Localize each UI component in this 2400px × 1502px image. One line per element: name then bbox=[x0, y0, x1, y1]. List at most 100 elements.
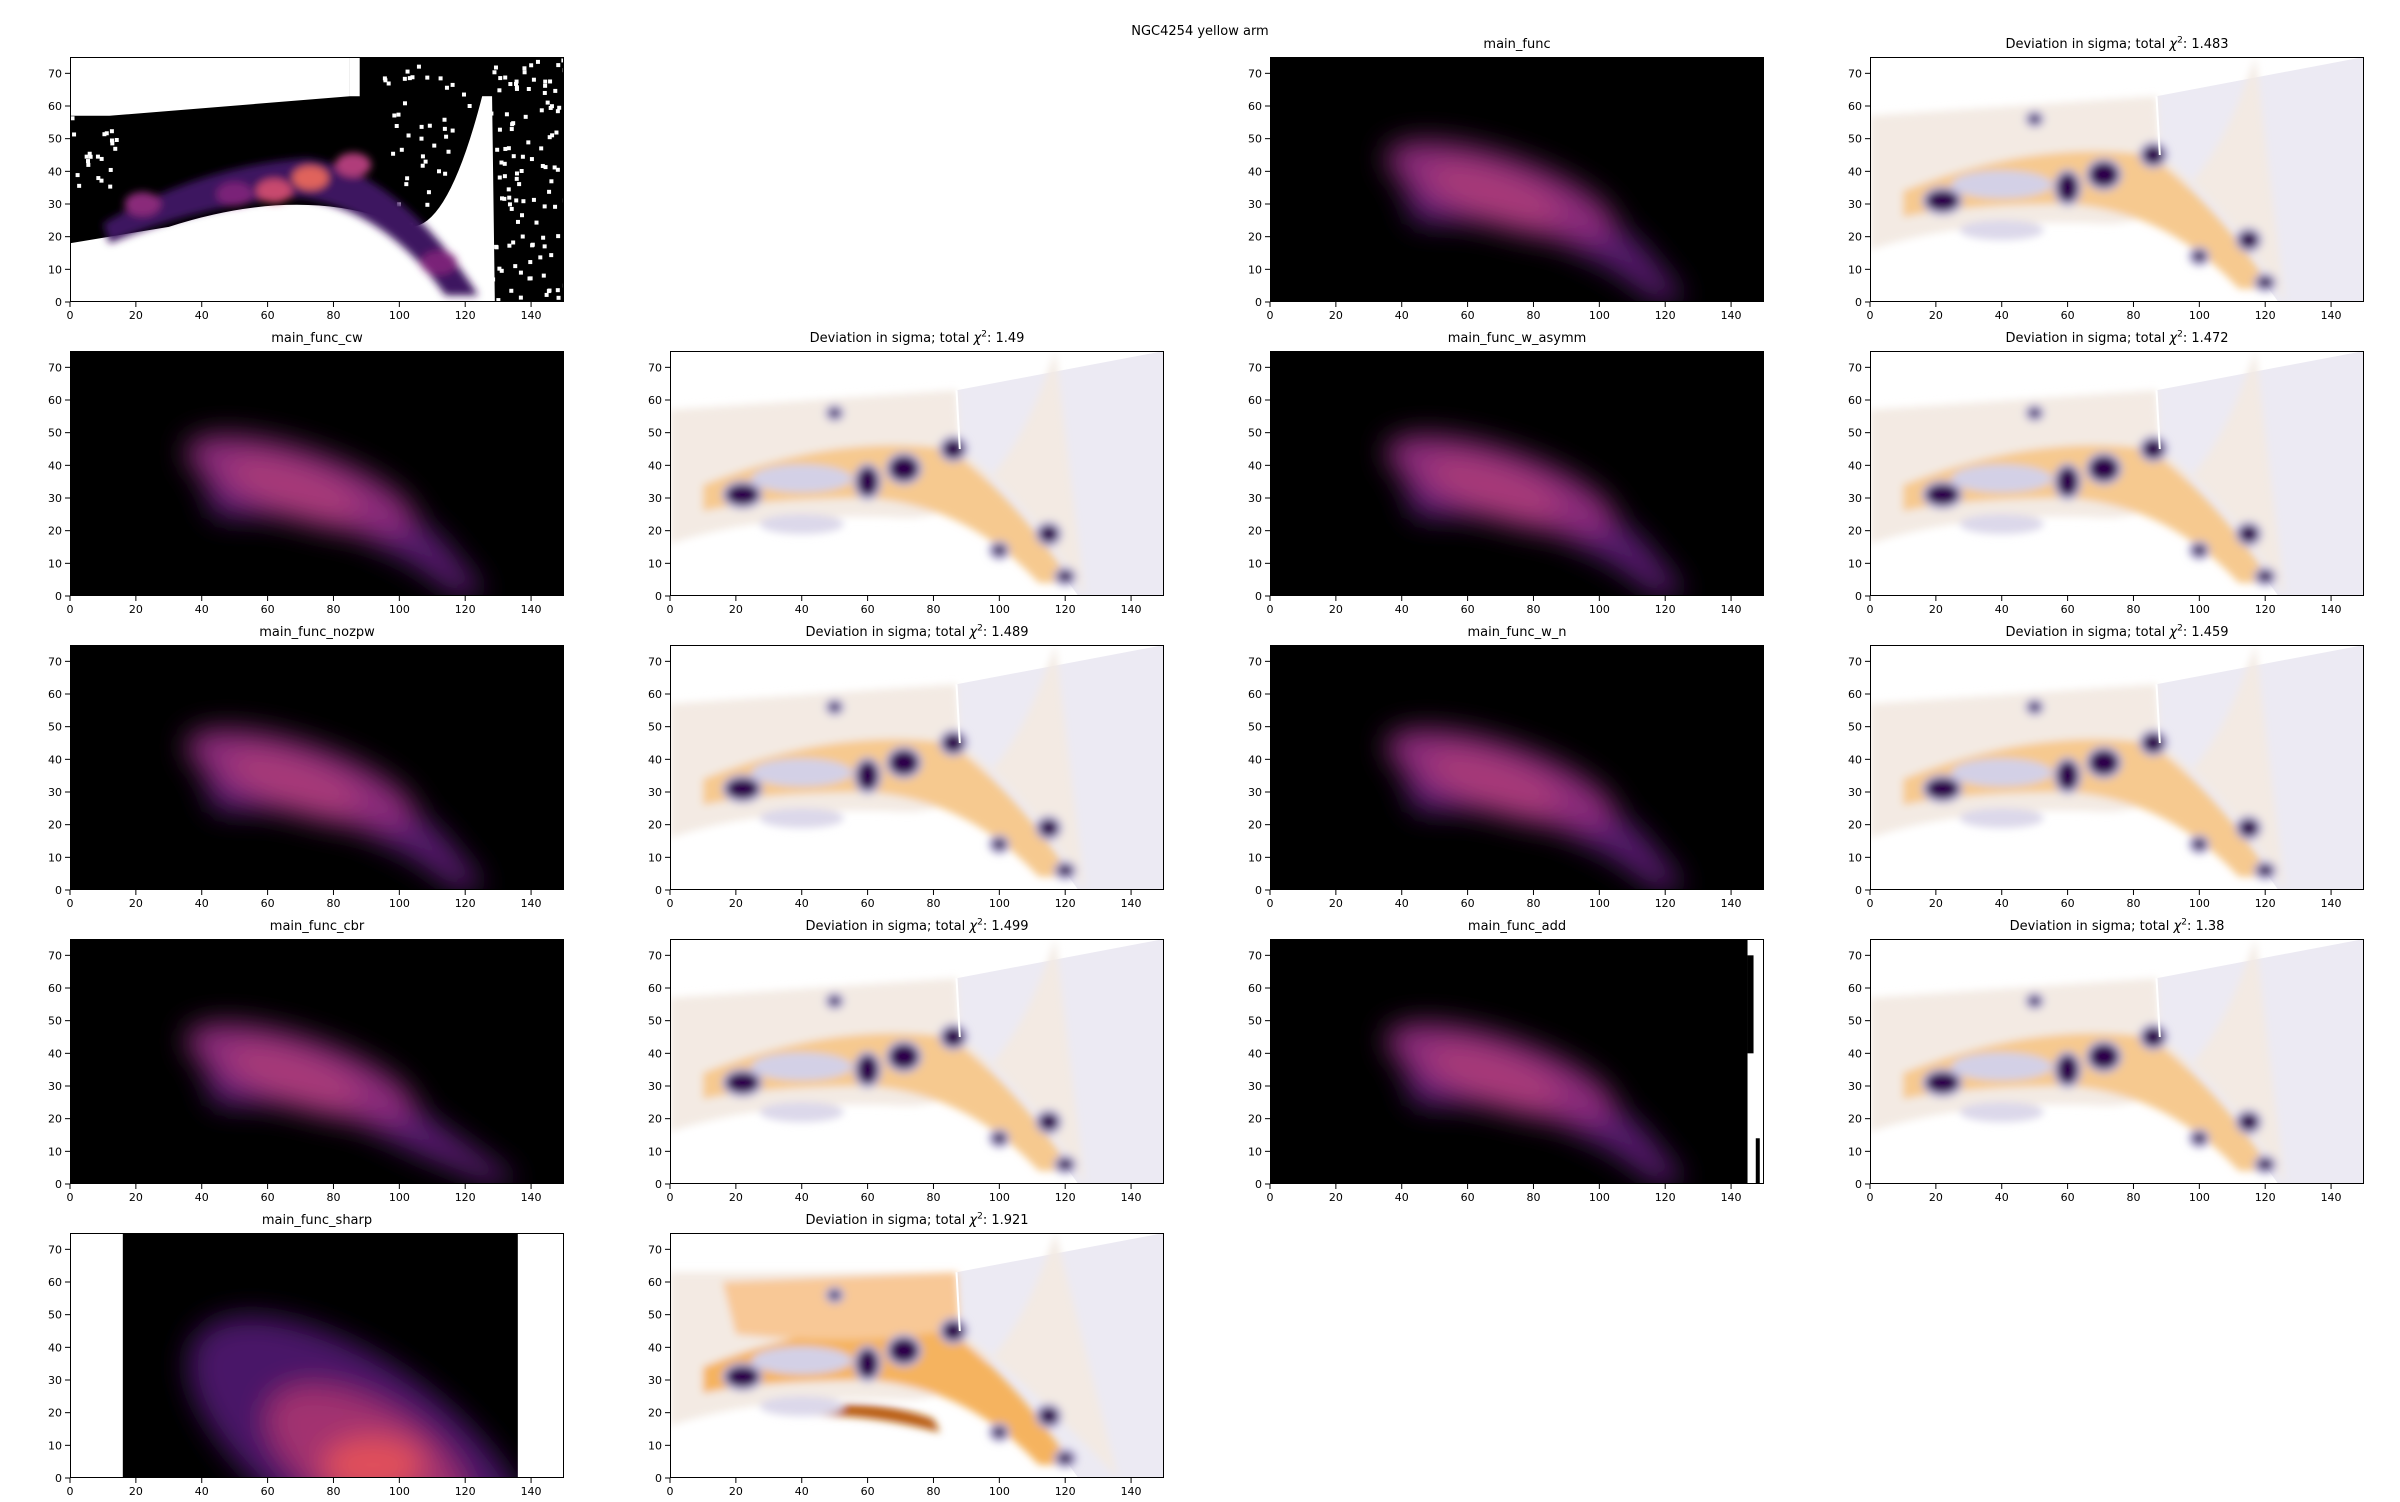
y-tick-label: 0 bbox=[55, 1178, 62, 1191]
y-tick-label: 50 bbox=[648, 721, 662, 734]
y-axis: 0 10 20 30 40 50 60 70 bbox=[48, 361, 70, 603]
y-axis: 0 10 20 30 40 50 60 70 bbox=[48, 67, 70, 309]
y-tick-label: 10 bbox=[1248, 851, 1262, 864]
y-axis: 0 10 20 30 40 50 60 70 bbox=[1248, 67, 1270, 309]
y-tick-label: 20 bbox=[1848, 525, 1862, 538]
y-tick-label: 20 bbox=[1248, 231, 1262, 244]
heatmap-main_func_resid: 0 20 40 60 80 100 120 140 0 10 20 30 40 50 60 70 bbox=[1848, 57, 2364, 322]
x-axis: 0 20 40 60 80 100 120 140 bbox=[1867, 596, 2342, 616]
axes-frame bbox=[670, 645, 1164, 890]
x-tick-label: 40 bbox=[1995, 1191, 2009, 1204]
y-tick-label: 40 bbox=[648, 753, 662, 766]
y-tick-label: 40 bbox=[648, 1047, 662, 1060]
panel-title: Deviation in sigma; total χ2: 1.921 bbox=[670, 1212, 1164, 1229]
x-tick-label: 60 bbox=[1461, 897, 1475, 910]
observed-emission bbox=[102, 152, 479, 296]
y-tick-label: 10 bbox=[648, 1439, 662, 1452]
chi-squared-symbol: χ2: bbox=[2173, 917, 2196, 934]
y-tick-label: 60 bbox=[648, 688, 662, 701]
x-tick-label: 100 bbox=[1589, 603, 1610, 616]
y-tick-label: 10 bbox=[48, 557, 62, 570]
x-tick-label: 0 bbox=[1267, 897, 1274, 910]
y-tick-label: 60 bbox=[48, 688, 62, 701]
y-tick-label: 70 bbox=[1848, 655, 1862, 668]
x-tick-label: 140 bbox=[521, 1191, 542, 1204]
residual-field bbox=[670, 351, 1085, 596]
x-tick-label: 20 bbox=[1329, 309, 1343, 322]
y-axis: 0 10 20 30 40 50 60 70 bbox=[48, 949, 70, 1191]
x-tick-label: 20 bbox=[1929, 1191, 1943, 1204]
y-tick-label: 0 bbox=[1855, 884, 1862, 897]
y-tick-label: 50 bbox=[648, 427, 662, 440]
y-tick-label: 70 bbox=[648, 949, 662, 962]
model-emission bbox=[1385, 434, 1685, 596]
panel-main_func_sharp_resid: Deviation in sigma; total χ2: 1.921 0 20 40… bbox=[648, 1212, 1164, 1502]
x-tick-label: 60 bbox=[261, 897, 275, 910]
panel-main_func_cw: main_func_cw 0 20 40 60 80 100 120 140 0 10 20 30 40 5… bbox=[48, 331, 564, 620]
y-tick-label: 0 bbox=[1255, 1178, 1262, 1191]
x-tick-label: 60 bbox=[2061, 897, 2075, 910]
x-tick-label: 100 bbox=[389, 603, 410, 616]
x-tick-label: 80 bbox=[926, 1191, 940, 1204]
heatmap-main_func_add_resid: 0 20 40 60 80 100 120 140 0 10 20 30 40 50 60 70 bbox=[1848, 939, 2364, 1204]
x-tick-label: 100 bbox=[2189, 897, 2210, 910]
heatmap-image bbox=[70, 939, 564, 1184]
x-tick-label: 20 bbox=[729, 1485, 743, 1498]
x-tick-label: 80 bbox=[1526, 897, 1540, 910]
panel-title-text: main_func_add bbox=[1467, 919, 1567, 934]
x-tick-label: 40 bbox=[1995, 603, 2009, 616]
chi-squared-value: 1.38 bbox=[2195, 919, 2225, 934]
x-tick-label: 60 bbox=[1461, 1191, 1475, 1204]
x-tick-label: 60 bbox=[861, 603, 875, 616]
panel-main_func_nozpw: main_func_nozpw 0 20 40 60 80 100 120 140 0 10 20 30… bbox=[48, 625, 564, 914]
y-tick-label: 60 bbox=[1848, 688, 1862, 701]
chi-squared-symbol: χ2: bbox=[973, 329, 996, 346]
y-tick-label: 50 bbox=[1248, 721, 1262, 734]
x-tick-label: 140 bbox=[2321, 1191, 2342, 1204]
x-tick-label: 100 bbox=[2189, 603, 2210, 616]
y-axis: 0 10 20 30 40 50 60 70 bbox=[1248, 361, 1270, 603]
y-tick-label: 10 bbox=[1848, 851, 1862, 864]
x-tick-label: 120 bbox=[2255, 1191, 2276, 1204]
heatmap-main_func_sharp: 0 20 40 60 80 100 120 140 0 10 20 30 40 50 60 70 bbox=[48, 1233, 564, 1498]
y-tick-label: 50 bbox=[1848, 1015, 1862, 1028]
heatmap-image bbox=[670, 645, 1164, 890]
y-axis: 0 10 20 30 40 50 60 70 bbox=[1848, 361, 1870, 603]
y-tick-label: 40 bbox=[1248, 753, 1262, 766]
y-tick-label: 70 bbox=[48, 655, 62, 668]
y-tick-label: 30 bbox=[1848, 786, 1862, 799]
axes-frame bbox=[70, 351, 564, 596]
y-tick-label: 30 bbox=[1848, 1080, 1862, 1093]
axes-frame bbox=[1270, 57, 1764, 302]
x-tick-label: 80 bbox=[2126, 897, 2140, 910]
x-tick-label: 80 bbox=[2126, 309, 2140, 322]
x-tick-label: 20 bbox=[129, 1191, 143, 1204]
y-tick-label: 50 bbox=[48, 1309, 62, 1322]
x-tick-label: 40 bbox=[1395, 1191, 1409, 1204]
x-tick-label: 100 bbox=[389, 897, 410, 910]
y-tick-label: 0 bbox=[655, 590, 662, 603]
panel-title: Deviation in sigma; total χ2: 1.489 bbox=[670, 624, 1164, 641]
x-tick-label: 60 bbox=[2061, 603, 2075, 616]
residual-field bbox=[1870, 57, 2285, 302]
y-tick-label: 30 bbox=[48, 198, 62, 211]
y-tick-label: 70 bbox=[1248, 655, 1262, 668]
x-tick-label: 40 bbox=[795, 1191, 809, 1204]
model-emission bbox=[188, 1315, 532, 1478]
y-tick-label: 50 bbox=[1848, 133, 1862, 146]
heatmap-main_func_cbr: 0 20 40 60 80 100 120 140 0 10 20 30 40 50 60 70 bbox=[48, 939, 564, 1204]
y-tick-label: 0 bbox=[1855, 296, 1862, 309]
x-tick-label: 100 bbox=[389, 1485, 410, 1498]
axes-frame bbox=[1870, 645, 2364, 890]
x-axis: 0 20 40 60 80 100 120 140 bbox=[667, 890, 1142, 910]
x-tick-label: 120 bbox=[2255, 309, 2276, 322]
x-tick-label: 120 bbox=[455, 603, 476, 616]
x-axis: 0 20 40 60 80 100 120 140 bbox=[667, 1478, 1142, 1498]
heatmap-image bbox=[70, 57, 564, 302]
y-tick-label: 50 bbox=[1848, 427, 1862, 440]
heatmap-main_func: 0 20 40 60 80 100 120 140 0 10 20 30 40 50 60 70 bbox=[1248, 57, 1764, 322]
model-emission bbox=[185, 728, 485, 890]
y-tick-label: 70 bbox=[1848, 361, 1862, 374]
y-tick-label: 10 bbox=[1248, 557, 1262, 570]
y-tick-label: 20 bbox=[1248, 1113, 1262, 1126]
